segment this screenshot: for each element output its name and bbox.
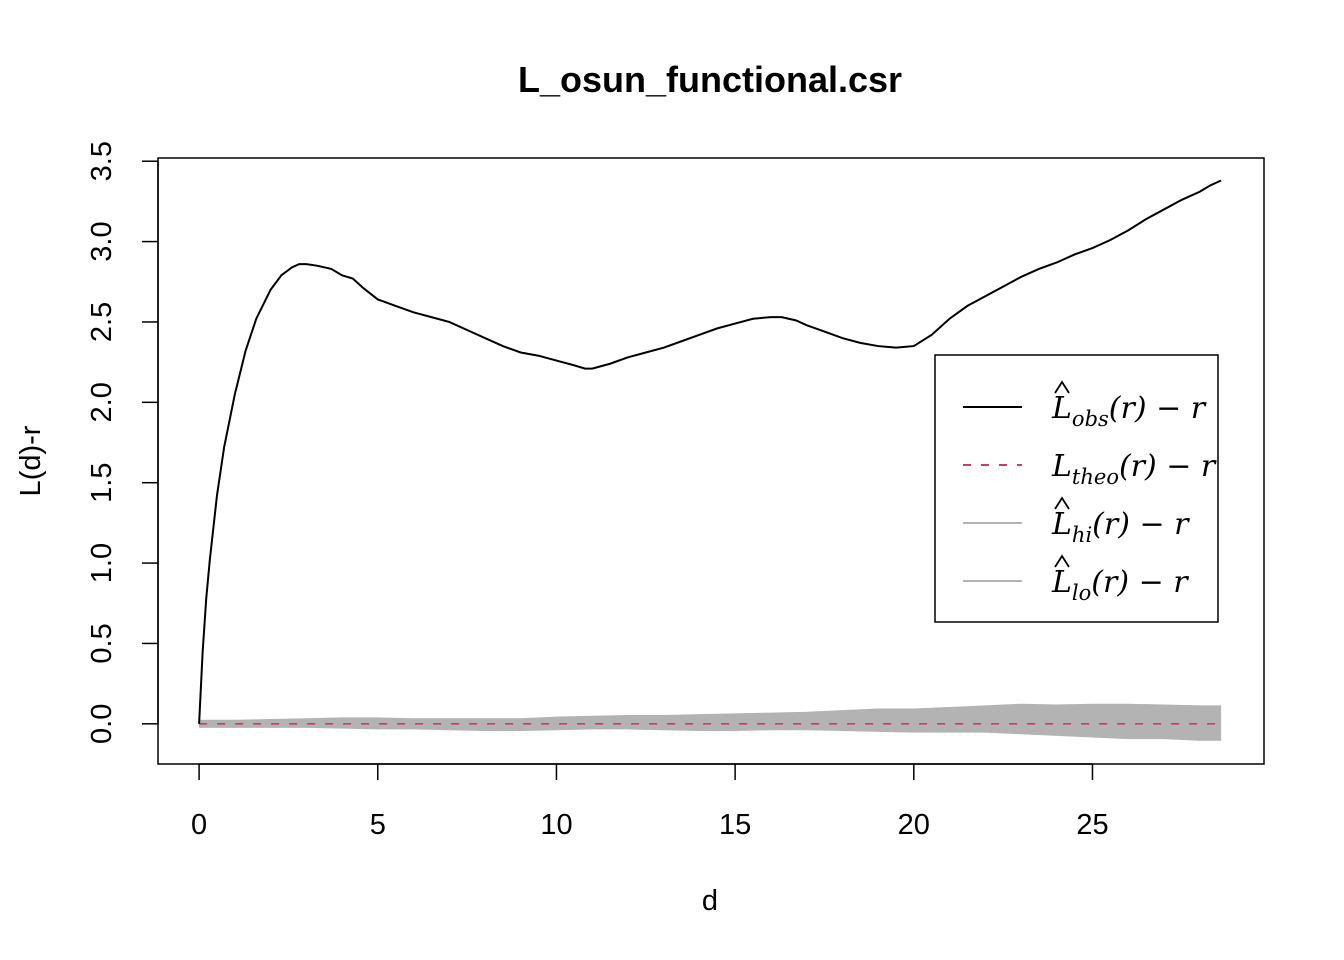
legend-item-hi: Lhi(r) − r	[963, 496, 1190, 547]
legend-label-theo: Ltheo(r) − r	[1051, 449, 1217, 489]
x-tick-label: 25	[1076, 809, 1108, 841]
x-tick-label: 15	[719, 809, 751, 841]
legend-item-theo: Ltheo(r) − r	[963, 449, 1217, 489]
y-axis-title: L(d)-r	[15, 425, 47, 496]
x-tick-label: 20	[898, 809, 930, 841]
legend-hat-icon	[1054, 496, 1070, 510]
legend-label-hi: Lhi(r) − r	[1051, 507, 1190, 547]
series-lines	[198, 179, 1222, 741]
y-tick-label: 1.5	[86, 463, 118, 503]
x-axis-title: d	[702, 885, 718, 917]
envelope-band-area	[199, 704, 1222, 740]
y-tick-label: 2.0	[86, 382, 118, 422]
legend: Lobs(r) − r Ltheo(r) − r Lhi(r) − r Llo(r) …	[934, 354, 1219, 623]
legend-items: Lobs(r) − r Ltheo(r) − r Lhi(r) − r Llo(r) …	[963, 380, 1217, 605]
series-line-obs	[198, 179, 1222, 724]
x-tick-label: 5	[370, 809, 386, 841]
legend-hat-icon	[1054, 554, 1070, 568]
x-tick-label: 0	[191, 809, 207, 841]
legend-item-obs: Lobs(r) − r	[963, 380, 1207, 431]
y-tick-label: 3.5	[86, 141, 118, 181]
series-line-hi	[199, 703, 1222, 722]
legend-box	[934, 354, 1219, 623]
legend-item-lo: Llo(r) − r	[963, 554, 1189, 605]
y-tick-label: 0.0	[86, 704, 118, 744]
x-axis: 0 5 10 15 20 25	[191, 763, 1109, 841]
envelope-band	[199, 704, 1222, 740]
legend-label-obs: Lobs(r) − r	[1051, 391, 1207, 431]
legend-label-lo: Llo(r) − r	[1051, 565, 1189, 605]
legend-hat-icon	[1054, 380, 1070, 394]
series-line-lo	[199, 726, 1222, 741]
y-tick-label: 1.0	[86, 543, 118, 583]
chart-title: L_osun_functional.csr	[518, 59, 902, 100]
y-tick-label: 2.5	[86, 302, 118, 342]
y-tick-label: 0.5	[86, 623, 118, 663]
y-tick-label: 3.0	[86, 221, 118, 261]
x-tick-label: 10	[540, 809, 572, 841]
y-axis: 0.0 0.5 1.0 1.5 2.0 2.5 3.0 3.5	[86, 141, 159, 744]
